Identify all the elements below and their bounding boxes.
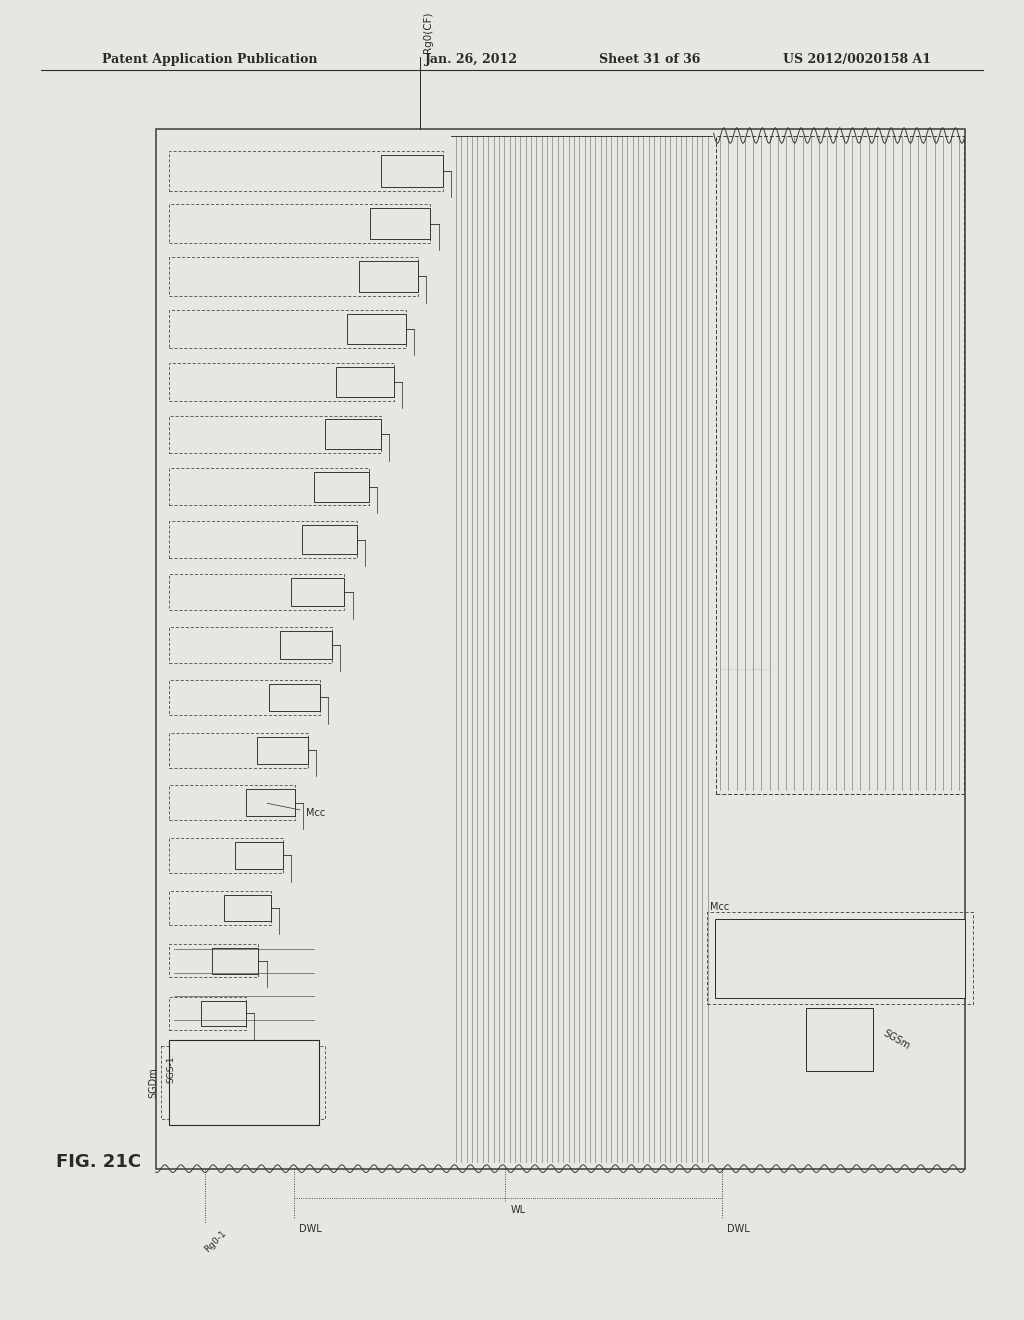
Bar (169, 838, 283, 873)
Bar (381, 156, 442, 187)
Bar (169, 997, 246, 1030)
Bar (169, 785, 295, 820)
Bar (268, 684, 319, 711)
Bar (169, 469, 369, 506)
Bar (201, 1001, 246, 1026)
Bar (161, 1047, 325, 1118)
Bar (302, 525, 356, 554)
Text: Mcc: Mcc (710, 902, 729, 912)
Text: Mcc: Mcc (267, 804, 325, 818)
Bar (223, 895, 270, 921)
Bar (234, 842, 283, 869)
Text: SGDm: SGDm (148, 1067, 159, 1098)
Bar (169, 416, 381, 453)
Bar (169, 152, 442, 191)
Bar (257, 737, 307, 764)
Bar (169, 521, 356, 558)
Bar (169, 891, 270, 925)
Bar (212, 948, 258, 974)
Bar (169, 1049, 238, 1082)
Text: US 2012/0020158 A1: US 2012/0020158 A1 (783, 53, 932, 66)
Text: DWL: DWL (299, 1224, 322, 1234)
Bar (370, 209, 430, 239)
Bar (156, 129, 965, 1168)
Bar (246, 789, 295, 816)
Text: SGSm: SGSm (882, 1028, 911, 1051)
Bar (169, 574, 344, 610)
Text: Sheet 31 of 36: Sheet 31 of 36 (599, 53, 700, 66)
Text: WL: WL (510, 1205, 525, 1216)
Bar (169, 257, 418, 296)
Bar (716, 136, 964, 793)
Text: DWL: DWL (727, 1224, 750, 1234)
Text: Jan. 26, 2012: Jan. 26, 2012 (425, 53, 518, 66)
Text: FIG. 21C: FIG. 21C (56, 1154, 141, 1171)
Bar (169, 944, 258, 978)
Text: SGS-1: SGS-1 (166, 1056, 175, 1082)
Bar (169, 680, 319, 715)
Text: Rg0(CF): Rg0(CF) (423, 11, 433, 53)
Bar (807, 1008, 873, 1072)
Text: Patent Application Publication: Patent Application Publication (102, 53, 317, 66)
Bar (707, 912, 973, 1005)
Bar (169, 733, 307, 768)
Bar (194, 1053, 238, 1078)
Bar (169, 310, 406, 348)
Bar (291, 578, 344, 606)
Bar (715, 919, 965, 998)
Bar (169, 627, 332, 663)
Bar (347, 314, 406, 345)
Bar (325, 420, 381, 449)
Bar (336, 367, 393, 396)
Bar (169, 205, 430, 243)
Text: Rg0-1: Rg0-1 (203, 1229, 228, 1254)
Bar (358, 261, 418, 292)
Bar (169, 363, 393, 400)
Bar (280, 631, 332, 659)
Bar (313, 473, 369, 502)
Bar (169, 1040, 319, 1125)
